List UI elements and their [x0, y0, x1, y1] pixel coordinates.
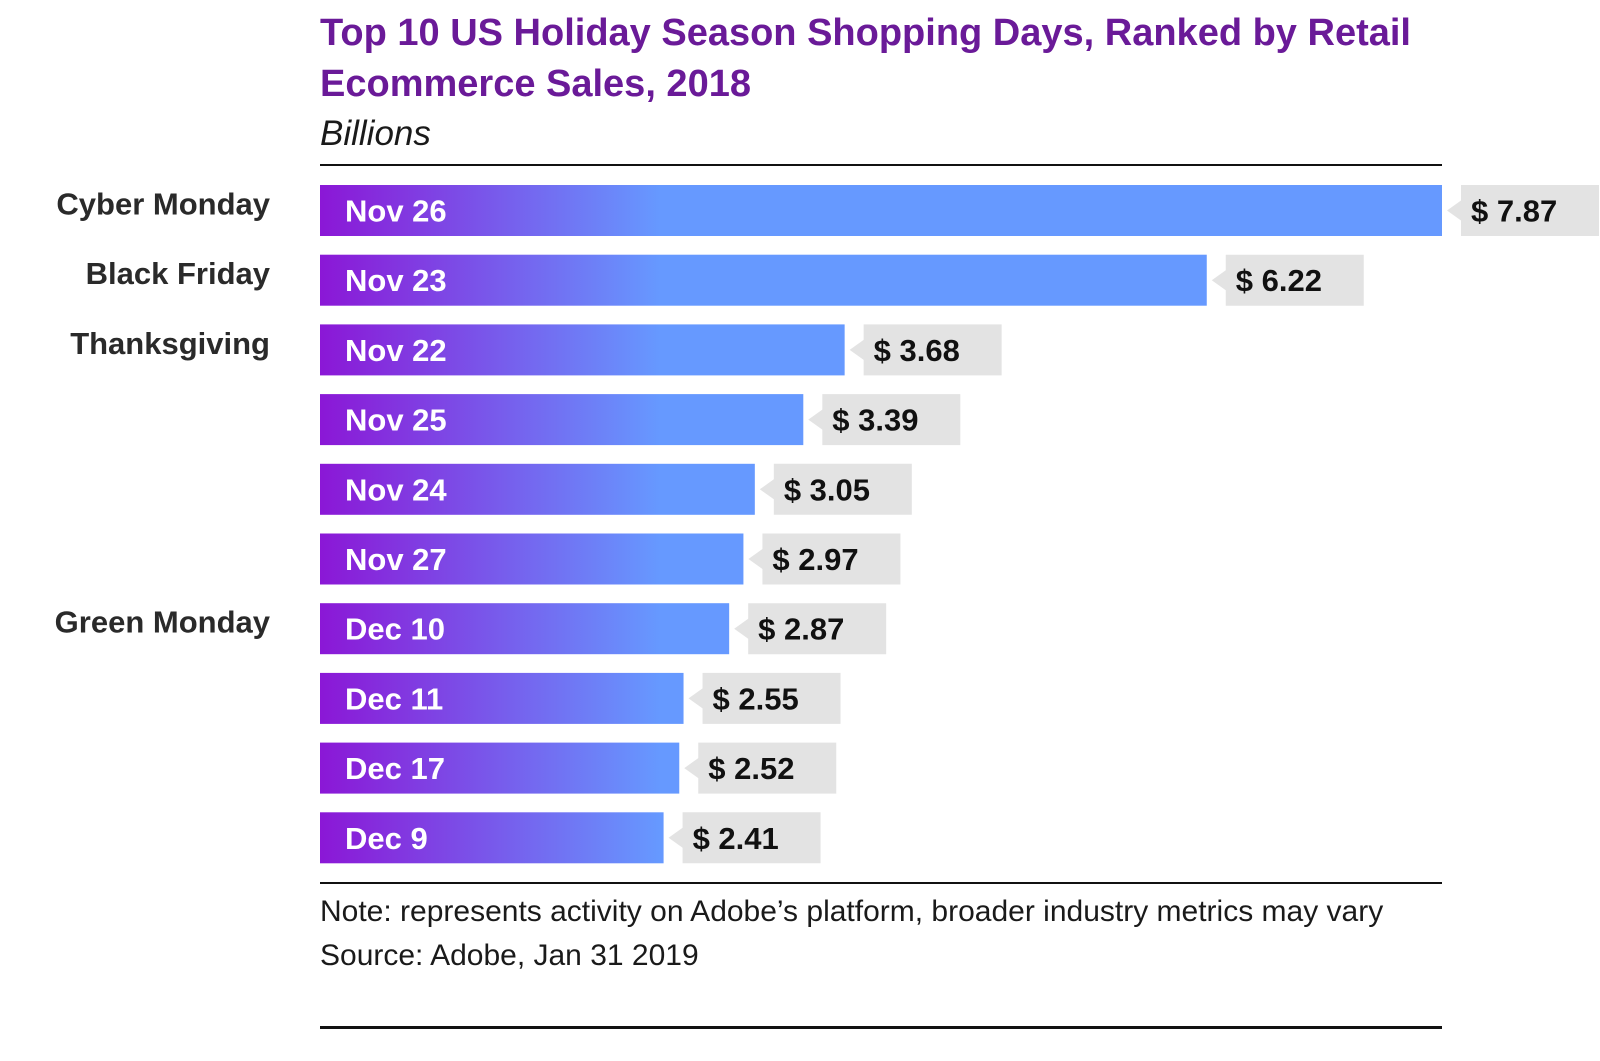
footer-divider	[320, 1026, 1442, 1029]
row-label: Black Friday	[86, 256, 271, 291]
bar-dec-9	[320, 812, 664, 864]
bar-dec-10	[320, 603, 730, 655]
value-callout	[849, 324, 1002, 376]
bar-nov-27	[320, 533, 744, 585]
chart-title: Top 10 US Holiday Season Shopping Days, …	[320, 12, 1411, 105]
bar-category-label: Dec 10	[345, 612, 445, 647]
bar-nov-24	[320, 463, 755, 515]
row-label: Green Monday	[55, 605, 271, 640]
bar-category-label: Nov 27	[345, 542, 447, 577]
value-callout	[759, 463, 912, 515]
bottom-divider	[320, 882, 1442, 884]
bar-category-label: Dec 17	[345, 751, 445, 786]
value-label: $ 2.55	[713, 681, 799, 716]
value-label: $ 7.87	[1471, 194, 1557, 229]
value-callout	[688, 672, 841, 724]
bar-category-label: Nov 25	[345, 403, 447, 438]
value-label: $ 6.22	[1236, 263, 1322, 298]
chart-subtitle: Billions	[320, 114, 431, 153]
row-label: Thanksgiving	[70, 326, 270, 361]
bar-category-label: Dec 11	[345, 681, 443, 716]
value-callout	[1447, 185, 1599, 236]
value-label: $ 3.68	[874, 333, 960, 368]
value-label: $ 2.41	[693, 821, 779, 856]
value-label: $ 3.05	[784, 472, 870, 507]
footnote: Note: represents activity on Adobe’s pla…	[320, 890, 1442, 978]
value-label: $ 2.97	[772, 542, 858, 577]
bar-dec-11	[320, 672, 684, 724]
value-label: $ 2.52	[708, 751, 794, 786]
value-callout	[748, 533, 901, 585]
value-callout	[684, 742, 837, 794]
value-callout	[808, 394, 961, 446]
bar-category-label: Nov 24	[345, 472, 447, 507]
bar-dec-17	[320, 742, 680, 794]
value-callout	[1211, 254, 1364, 306]
bar-nov-23	[320, 254, 1207, 306]
bar-category-label: Nov 26	[345, 194, 447, 229]
value-callout	[734, 603, 887, 655]
bar-nov-25	[320, 394, 804, 446]
source-text: Source: Adobe, Jan 31 2019	[320, 939, 699, 972]
value-label: $ 3.39	[832, 403, 918, 438]
bar-nov-22	[320, 324, 845, 376]
value-callout	[668, 812, 821, 864]
top-divider	[320, 164, 1442, 166]
value-label: $ 2.87	[758, 612, 844, 647]
row-label: Cyber Monday	[56, 187, 270, 222]
bar-category-label: Nov 23	[345, 263, 447, 298]
bar-category-label: Dec 9	[345, 821, 428, 856]
bars-group: Nov 26 Cyber Monday $ 7.87 Nov 23 Black Frid…	[55, 185, 1599, 864]
note-text: Note: represents activity on Adobe’s pla…	[320, 895, 1384, 928]
bar-nov-26	[320, 185, 1442, 236]
bar-category-label: Nov 22	[345, 333, 447, 368]
